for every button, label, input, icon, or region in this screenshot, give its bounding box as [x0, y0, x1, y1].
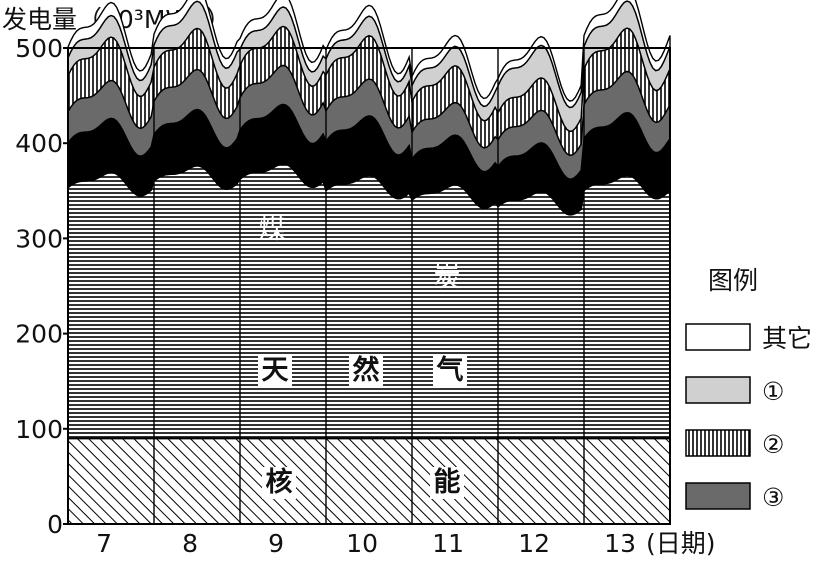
x-tick-label: 13 [604, 529, 636, 558]
area-annotation: 能 [434, 466, 461, 498]
x-tick-labels: 7 8 9 10 11 12 13 [96, 529, 636, 558]
legend: 图例 其它 ① ② ③ [685, 266, 812, 512]
legend-swatch [685, 323, 751, 351]
area-annotation: 然 [353, 354, 380, 386]
legend-swatch [685, 429, 751, 457]
legend-label: ② [762, 430, 784, 459]
x-tick-label: 8 [182, 529, 198, 558]
area-annotation: 煤 [259, 214, 286, 245]
area-annotation: 炭 [434, 262, 461, 293]
x-tick-label: 10 [346, 529, 378, 558]
legend-swatch [685, 482, 751, 510]
y-tick-label: 500 [15, 34, 63, 63]
y-tick-label: 100 [15, 415, 63, 444]
annotation-background [258, 355, 292, 387]
legend-label: 其它 [762, 324, 812, 353]
y-tick-label: 200 [15, 320, 63, 349]
area-annotation: 天 [262, 355, 289, 386]
legend-swatch [685, 376, 751, 404]
annotation-background [349, 355, 383, 387]
x-tick-label: 7 [96, 529, 112, 558]
other-area [67, 0, 671, 109]
annotation-background [262, 467, 296, 499]
x-tick-label: 11 [432, 529, 464, 558]
y-tick-label: 0 [47, 510, 63, 539]
x-tick-label: 9 [268, 529, 284, 558]
nuclear-area [67, 437, 671, 525]
x-tick-label: 12 [518, 529, 550, 558]
stacked-area-layers [67, 0, 671, 525]
area-annotation: 核 [266, 466, 293, 498]
legend-label: ① [762, 377, 784, 406]
legend-title: 图例 [708, 266, 758, 295]
plot-frame [67, 47, 671, 525]
area-annotations: 核 能 天 然 气 煤炭 [258, 214, 467, 499]
y-tick-label: 300 [15, 224, 63, 253]
y-tick-labels: 0 100 200 300 400 500 [15, 34, 68, 539]
area-annotation: 气 [436, 355, 464, 386]
legend-label: ③ [762, 483, 784, 512]
annotation-background [433, 355, 467, 387]
annotation-background [430, 467, 464, 499]
x-axis-title: (日期) [646, 529, 716, 558]
day-dividers [153, 48, 585, 524]
y-tick-label: 400 [15, 129, 63, 158]
